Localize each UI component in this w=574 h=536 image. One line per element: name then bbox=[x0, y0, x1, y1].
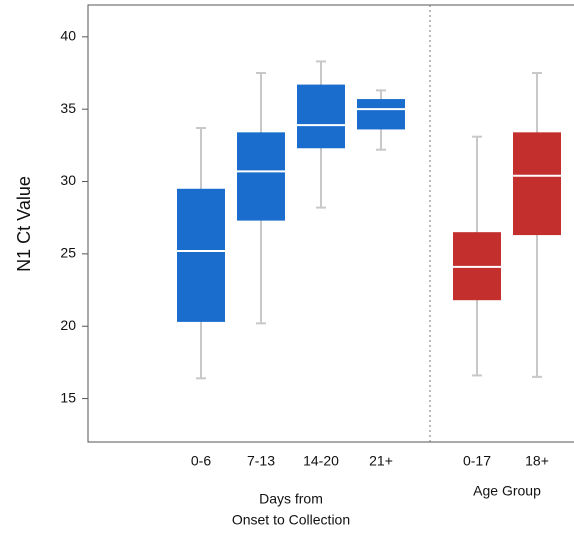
box bbox=[297, 84, 345, 149]
y-tick-label: 15 bbox=[60, 389, 76, 405]
y-tick-label: 35 bbox=[60, 100, 76, 116]
y-axis-label: N1 Ct Value bbox=[14, 176, 34, 272]
x-tick-label: 21+ bbox=[369, 453, 393, 469]
group-label: Onset to Collection bbox=[232, 512, 350, 528]
y-tick-label: 25 bbox=[60, 245, 76, 261]
y-tick-label: 20 bbox=[60, 317, 76, 333]
box bbox=[513, 132, 561, 236]
y-tick-label: 30 bbox=[60, 172, 76, 188]
x-tick-label: 7-13 bbox=[247, 453, 275, 469]
x-tick-label: 0-6 bbox=[191, 453, 211, 469]
plot-frame bbox=[87, 4, 574, 443]
group-label: Days from bbox=[259, 491, 323, 507]
y-tick-label: 40 bbox=[60, 28, 76, 44]
group-label: Age Group bbox=[473, 483, 541, 499]
box bbox=[237, 132, 285, 221]
box bbox=[357, 99, 405, 130]
x-tick-label: 0-17 bbox=[463, 453, 491, 469]
x-tick-label: 14-20 bbox=[303, 453, 339, 469]
x-tick-label: 18+ bbox=[525, 453, 549, 469]
box bbox=[177, 188, 225, 322]
